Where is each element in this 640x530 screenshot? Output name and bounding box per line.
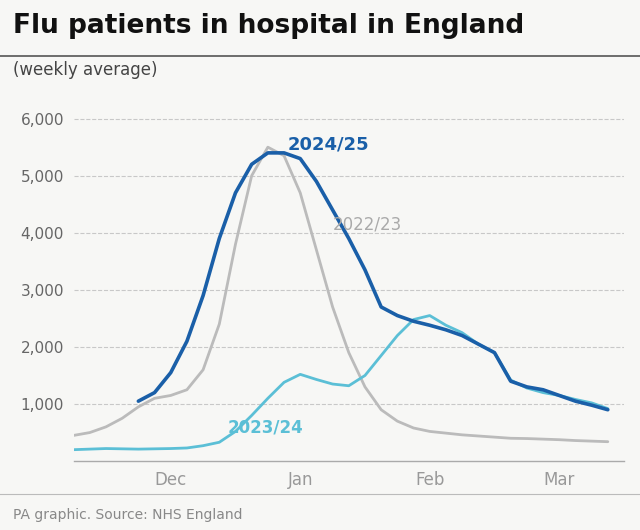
Text: Flu patients in hospital in England: Flu patients in hospital in England [13,13,524,39]
Text: 2024/25: 2024/25 [287,135,369,153]
Text: 2023/24: 2023/24 [227,419,303,437]
Text: (weekly average): (weekly average) [13,61,157,79]
Text: 2022/23: 2022/23 [333,215,402,233]
Text: PA graphic. Source: NHS England: PA graphic. Source: NHS England [13,508,243,522]
